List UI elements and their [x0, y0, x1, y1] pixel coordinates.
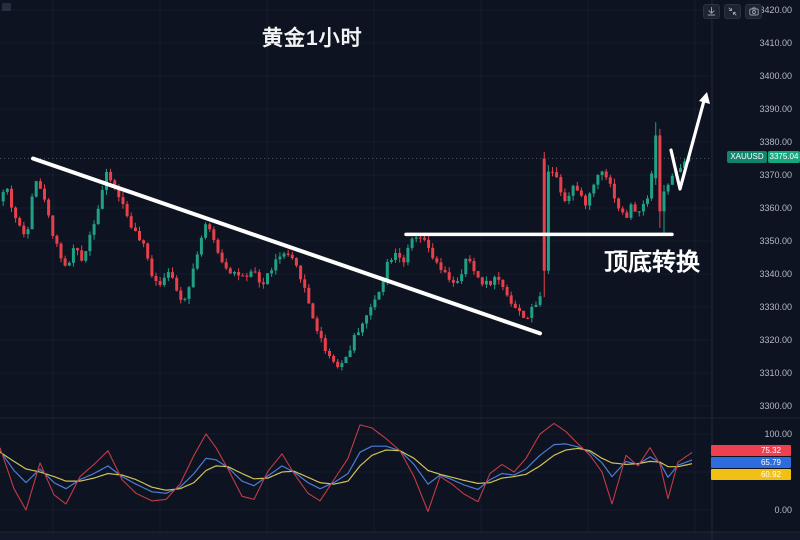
last-price-badge: 3375.04	[768, 151, 800, 163]
kdj-d-value-badge: 60.92	[711, 469, 791, 480]
candlestick-series	[1, 122, 691, 371]
price-axis-label: 3300.00	[759, 400, 792, 411]
collapse-button[interactable]	[724, 4, 741, 19]
app-logo-icon	[2, 3, 11, 11]
kdj-d-line	[0, 447, 693, 491]
price-axis-label: 3420.00	[759, 4, 792, 15]
price-axis-label: 3410.00	[759, 37, 792, 48]
annotation-label: 顶底转换	[604, 247, 700, 276]
price-axis-label: 3400.00	[759, 70, 792, 81]
arrow-down-icon	[707, 7, 716, 16]
price-axis-label: 3310.00	[759, 367, 792, 378]
price-axis-label: 3340.00	[759, 268, 792, 279]
kdj-j-line	[0, 422, 693, 513]
scroll-to-recent-button[interactable]	[703, 4, 720, 19]
kdj-k-value-badge: 65.79	[711, 457, 791, 468]
price-axis-label: 3330.00	[759, 301, 792, 312]
chart-title: 黄金1小时	[262, 27, 363, 50]
symbol-badge: XAUUSD	[727, 151, 767, 163]
price-axis-label: 3370.00	[759, 169, 792, 180]
kdj-k-line	[0, 443, 693, 494]
chart-floating-toolbar	[703, 4, 762, 19]
screenshot-button[interactable]	[745, 4, 762, 19]
indicator-axis-label: 0.00	[774, 504, 792, 515]
indicator-axis-label: 100.00	[764, 428, 792, 439]
camera-icon	[748, 7, 759, 16]
price-axis-label: 3320.00	[759, 334, 792, 345]
kdj-j-value-badge: 75.32	[711, 445, 791, 456]
price-axis-label: 3350.00	[759, 235, 792, 246]
up-arrow-head	[699, 92, 710, 104]
price-axis-label: 3360.00	[759, 202, 792, 213]
up-arrow[interactable]	[669, 95, 707, 191]
descending-trendline[interactable]	[31, 156, 542, 336]
price-axis-label: 3390.00	[759, 103, 792, 114]
price-axis[interactable]: 3420.00 3410.00 3400.00 3390.00 3380.00 3370.…	[712, 0, 800, 540]
price-axis-label: 3380.00	[759, 136, 792, 147]
collapse-arrows-icon	[728, 7, 737, 16]
